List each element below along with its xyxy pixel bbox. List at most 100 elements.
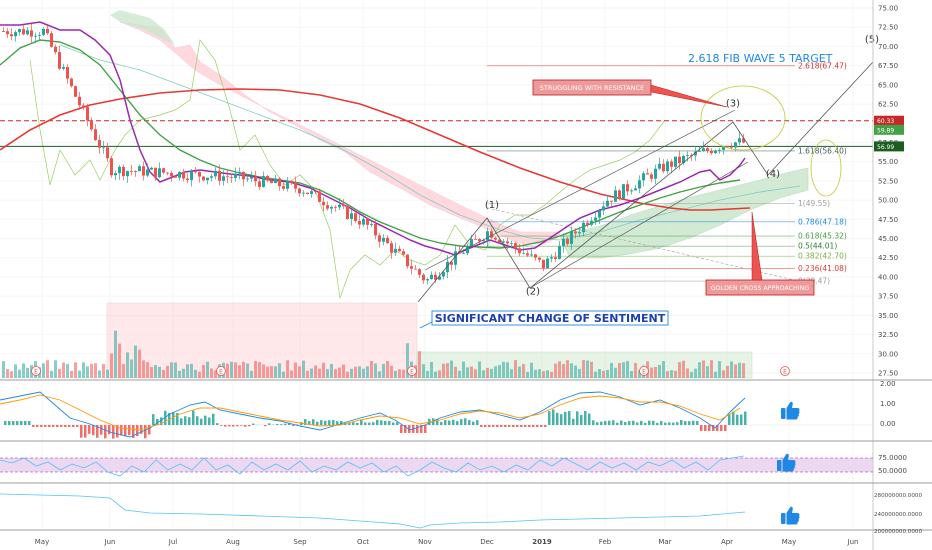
candle-body bbox=[558, 246, 561, 259]
macd-histogram-bar bbox=[104, 425, 107, 439]
volume-bar bbox=[550, 371, 553, 378]
wave-label: (1) bbox=[485, 200, 499, 211]
candle-body bbox=[438, 276, 441, 280]
volume-bar bbox=[110, 353, 113, 378]
price-badge bbox=[874, 124, 904, 135]
macd-histogram-bar bbox=[584, 411, 587, 425]
volume-bar bbox=[138, 349, 141, 378]
macd-histogram-bar bbox=[652, 420, 655, 425]
macd-histogram-bar bbox=[280, 424, 283, 425]
price-tick-label: 52.50 bbox=[878, 177, 898, 185]
candle-body bbox=[670, 161, 673, 167]
volume-bar bbox=[738, 362, 741, 378]
macd-histogram-bar bbox=[548, 411, 551, 425]
macd-histogram-bar bbox=[184, 416, 187, 425]
macd-histogram-bar bbox=[592, 420, 595, 425]
macd-histogram-bar bbox=[672, 422, 675, 425]
volume-bars bbox=[2, 302, 753, 379]
macd-histogram-bar bbox=[52, 425, 55, 427]
macd-histogram-bar bbox=[684, 421, 687, 425]
macd-histogram-bar bbox=[180, 418, 183, 425]
candle-body bbox=[194, 171, 197, 173]
time-tick-label: Nov bbox=[418, 538, 432, 546]
candle-body bbox=[526, 253, 529, 256]
candle-body bbox=[422, 274, 425, 281]
volume-bar bbox=[718, 361, 721, 378]
time-tick-label: Dec bbox=[480, 538, 494, 546]
volume-bar bbox=[698, 362, 701, 378]
macd-histogram-bar bbox=[364, 422, 367, 425]
fib-trend-line bbox=[486, 207, 799, 282]
price-tick-label: 30.00 bbox=[878, 350, 898, 358]
macd-panel: 2.00 1.00 0.00 bbox=[0, 380, 896, 439]
volume-bar bbox=[430, 362, 433, 378]
candle-body bbox=[678, 156, 681, 163]
volume-bar bbox=[114, 330, 117, 378]
candle-body bbox=[634, 188, 637, 191]
candle-body bbox=[334, 206, 337, 208]
volume-bar bbox=[174, 362, 177, 378]
macd-histogram-bar bbox=[580, 414, 583, 425]
volume-bar bbox=[302, 360, 305, 378]
volume-bar bbox=[166, 365, 169, 378]
volume-bar bbox=[290, 370, 293, 378]
macd-histogram-bar bbox=[644, 422, 647, 425]
volume-bar bbox=[58, 368, 61, 378]
macd-histogram-bar bbox=[304, 419, 307, 425]
candle-body bbox=[170, 172, 173, 177]
fib-target-label: 2.618 FIB WAVE 5 TARGET bbox=[688, 52, 833, 65]
volume-bar bbox=[270, 366, 273, 378]
candle-body bbox=[42, 28, 45, 35]
candle-body bbox=[658, 163, 661, 169]
earnings-marker bbox=[216, 366, 226, 376]
candle-body bbox=[30, 30, 33, 37]
candle-body bbox=[498, 239, 501, 243]
macd-histogram-bar bbox=[500, 425, 503, 427]
candle-body bbox=[354, 213, 357, 221]
macd-histogram-bar bbox=[452, 419, 455, 425]
candle-body bbox=[218, 170, 221, 181]
volume-bar bbox=[582, 360, 585, 378]
macd-histogram-bar bbox=[416, 425, 419, 433]
time-tick-label: 2019 bbox=[532, 538, 552, 546]
macd-histogram-bar bbox=[528, 425, 531, 427]
price-tick-label: 45.00 bbox=[878, 235, 898, 243]
macd-histogram-bar bbox=[100, 425, 103, 435]
volume-bar bbox=[590, 361, 593, 378]
time-tick-label: Apr bbox=[721, 538, 733, 546]
candle-body bbox=[450, 261, 453, 265]
macd-histogram-bar bbox=[340, 420, 343, 425]
volume-bar bbox=[498, 365, 501, 378]
volume-bar bbox=[278, 363, 281, 378]
volume-bar bbox=[98, 370, 101, 378]
thumbs-up-icon-cuff bbox=[781, 513, 786, 524]
candle-body bbox=[466, 246, 469, 254]
volume-bar bbox=[242, 361, 245, 378]
volume-bar bbox=[510, 369, 513, 378]
earnings-marker-label: E bbox=[410, 369, 414, 376]
candle-body bbox=[62, 67, 65, 69]
time-tick-label: Aug bbox=[226, 538, 240, 546]
volume-bar bbox=[14, 364, 17, 378]
macd-histogram-bar bbox=[248, 425, 251, 427]
sentiment-callout-box bbox=[431, 310, 669, 326]
macd-histogram-bar bbox=[740, 414, 743, 425]
macd-histogram-bar bbox=[660, 421, 663, 425]
volume-bar bbox=[238, 365, 241, 378]
candle-body bbox=[418, 269, 421, 275]
candle-body bbox=[586, 222, 589, 225]
time-tick-label: Sep bbox=[293, 538, 307, 546]
macd-histogram-bar bbox=[332, 419, 335, 425]
candle-body bbox=[606, 200, 609, 207]
fib-level-label: 0.382(42.70) bbox=[798, 252, 847, 261]
candle-body bbox=[442, 272, 445, 277]
macd-histogram-bar bbox=[368, 422, 371, 425]
rsi-axis-label: 50.0000 bbox=[878, 467, 907, 475]
candle-body bbox=[158, 168, 161, 178]
candle-body bbox=[550, 257, 553, 259]
volume-bar bbox=[310, 368, 313, 378]
candle-body bbox=[274, 178, 277, 184]
candle-body bbox=[710, 150, 713, 154]
macd-histogram-bar bbox=[148, 425, 151, 435]
volume-bar bbox=[362, 368, 365, 378]
